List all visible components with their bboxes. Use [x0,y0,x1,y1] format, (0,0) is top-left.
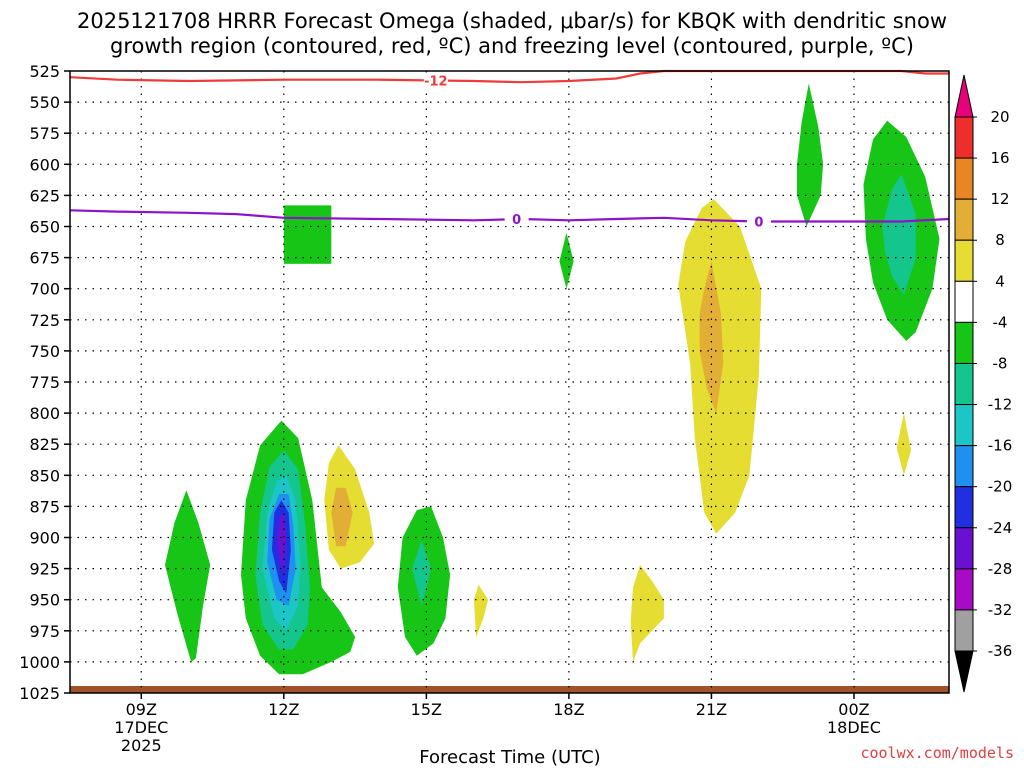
omega-shaded-regions [165,83,940,675]
x-tick-label: 21Z [696,700,727,719]
colorbar-swatch [954,362,974,406]
grid-lines [70,71,949,693]
colorbar-label: 20 [990,108,1009,126]
freezing-level-contour-label: 0 [512,213,521,228]
colorbar-label: -8 [993,354,1008,372]
y-tick-label: 525 [29,62,60,81]
colorbar-swatch [954,445,974,488]
colorbar-label: -12 [988,396,1013,414]
colorbar-swatch [954,486,974,529]
omega-region [165,490,211,662]
colorbar-swatch [954,116,974,159]
colorbar-swatch [954,239,974,282]
y-tick-label: 900 [29,529,60,548]
source-credit: coolwx.com/models [860,744,1014,762]
freezing-level-contour-label: 0 [754,216,763,231]
colorbar-label: -20 [988,478,1013,496]
y-tick-label: 775 [29,373,60,392]
dendritic-isotherm [69,69,949,84]
y-tick-label: 650 [29,218,60,237]
freezing-level-contour-label-bg [504,212,529,227]
ground-fill [70,686,949,693]
colorbar-label: -4 [993,313,1008,331]
y-tick-label: 625 [29,186,60,205]
colorbar-label: 12 [990,190,1009,208]
colorbar-swatch [954,280,974,323]
omega-region [559,232,574,289]
colorbar-swatch [954,609,974,652]
x-tick-label: 18Z [553,700,584,719]
y-tick-label: 800 [29,404,60,423]
y-tick-label: 600 [29,155,60,174]
x-tick-label: 09Z [126,700,157,719]
y-tick-label: 575 [29,124,60,143]
y-tick-label: 925 [29,560,60,579]
colorbar-swatch [954,568,974,611]
y-axis-pressure: 525 550 575 600 625 650 675 700 725 750 775 800 825 8… [19,62,70,703]
x-tick-label: 17DEC [114,718,168,737]
y-tick-label: 825 [29,435,60,454]
colorbar-bottom-arrow [954,650,974,693]
omega-region [473,584,489,637]
chart-title-line1: 2025121708 HRRR Forecast Omega (shaded, … [77,9,947,33]
colorbar-top-arrow [954,74,974,118]
omega-region [412,540,432,606]
colorbar-label: -28 [988,560,1013,578]
y-tick-label: 1000 [19,653,60,672]
chart-title-line2: growth region (contoured, red, ºC) and f… [110,34,914,58]
colorbar-swatch [954,198,974,241]
y-tick-label: 700 [29,280,60,299]
y-tick-label: 950 [29,591,60,610]
omega-region [797,83,824,227]
x-tick-label: 18DEC [827,718,881,737]
y-tick-label: 550 [29,93,60,112]
colorbar: 20 16 12 8 4 -4 -8 -12 -16 -20 -24 -28 -32 -36 [954,74,1013,693]
x-tick-label: 12Z [268,700,299,719]
y-tick-label: 975 [29,622,60,641]
dendritic-isotherm-label: -12 [424,74,448,89]
x-axis-label: Forecast Time (UTC) [419,747,600,768]
dendritic-isotherm-label-bg [423,73,448,88]
y-tick-label: 850 [29,466,60,485]
omega-region [283,205,332,264]
omega-region [630,564,664,662]
colorbar-label: 8 [995,231,1005,249]
x-tick-label: 2025 [121,736,162,755]
x-tick-label: 15Z [411,700,442,719]
x-tick-label: 00Z [838,700,869,719]
y-tick-label: 750 [29,342,60,361]
y-tick-label: 675 [29,249,60,268]
y-tick-label: 1025 [19,684,60,703]
y-tick-label: 875 [29,497,60,516]
colorbar-label: -16 [988,437,1013,455]
y-tick-label: 725 [29,311,60,330]
colorbar-label: 4 [995,272,1005,290]
freezing-level-contour-label-bg [746,214,771,229]
omega-region [882,174,916,295]
colorbar-swatch [954,404,974,447]
colorbar-label: -32 [988,601,1013,619]
colorbar-label: -36 [988,642,1013,660]
colorbar-label: -24 [988,519,1013,537]
omega-region [699,261,724,414]
colorbar-swatch [954,527,974,570]
colorbar-swatch [954,321,974,364]
omega-region [331,487,353,547]
freezing-level-contour [69,209,950,223]
colorbar-label: 16 [990,149,1009,167]
ground-band [70,686,949,693]
colorbar-swatch [954,157,974,200]
